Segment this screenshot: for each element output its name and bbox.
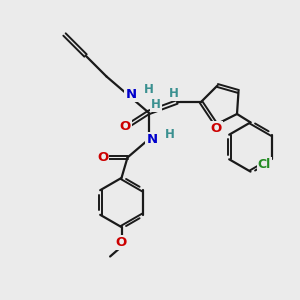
Text: N: N xyxy=(125,88,137,101)
Text: H: H xyxy=(144,82,153,96)
Text: H: H xyxy=(165,128,175,142)
Text: O: O xyxy=(210,122,222,135)
Text: H: H xyxy=(151,98,161,111)
Text: O: O xyxy=(97,151,108,164)
Text: O: O xyxy=(119,119,131,133)
Text: N: N xyxy=(146,133,158,146)
Text: O: O xyxy=(116,236,127,249)
Text: Cl: Cl xyxy=(258,158,271,171)
Text: H: H xyxy=(169,87,179,100)
